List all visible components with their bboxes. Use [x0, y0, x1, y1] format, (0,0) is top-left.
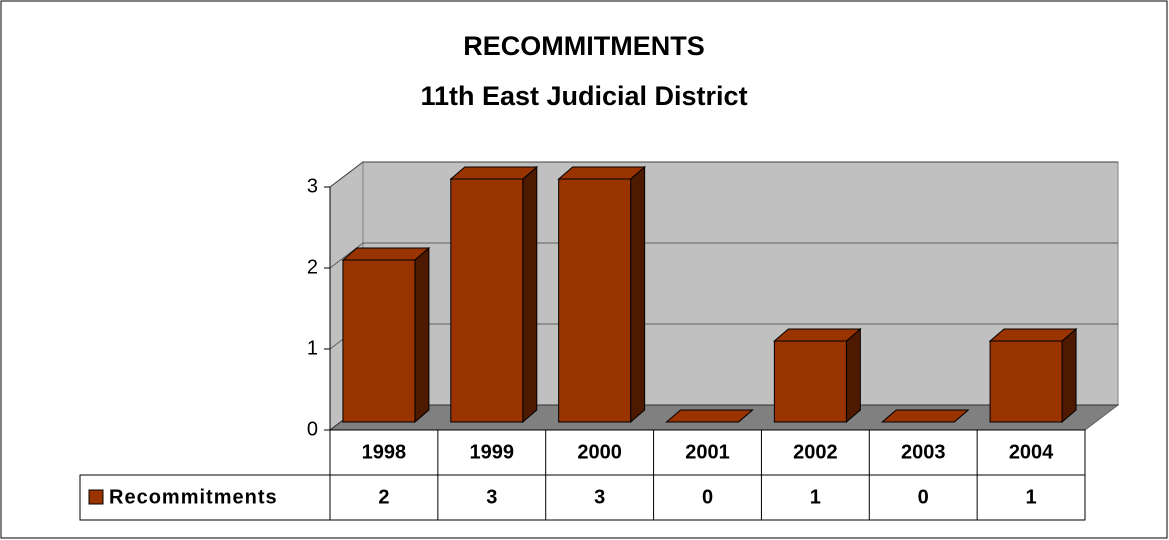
chart-title: RECOMMITMENTS	[463, 31, 704, 61]
legend-swatch	[88, 489, 104, 505]
bar-side	[845, 327, 861, 424]
bar-side	[522, 165, 538, 424]
table-value: 3	[486, 486, 497, 508]
bar-side	[1061, 327, 1077, 424]
bar-top	[880, 409, 970, 423]
x-tick-label: 2003	[901, 441, 946, 463]
table-value: 0	[918, 486, 929, 508]
x-tick-label: 2001	[685, 441, 730, 463]
table-value: 3	[594, 486, 605, 508]
bar-top	[341, 247, 431, 261]
bar-side	[414, 246, 430, 424]
y-tick-label: 0	[307, 418, 318, 440]
bar	[989, 340, 1063, 423]
chart-subtitle: 11th East Judicial District	[420, 81, 747, 111]
table-value: 1	[1026, 486, 1037, 508]
table-value: 0	[702, 486, 713, 508]
bar-top	[665, 409, 754, 423]
x-tick-label: 2004	[1009, 441, 1054, 463]
x-tick-label: 2000	[577, 441, 622, 463]
bar-top	[449, 166, 539, 180]
table-cell	[79, 474, 1086, 521]
bar-top	[773, 328, 862, 342]
x-tick-label: 1998	[362, 441, 407, 463]
bar	[558, 178, 632, 423]
legend-label: Recommitments	[109, 486, 278, 508]
bar-top	[988, 328, 1078, 342]
bar	[773, 340, 847, 423]
bar-side	[630, 165, 646, 424]
table-value: 2	[378, 486, 389, 508]
grid-line	[329, 242, 1118, 269]
table-cell	[329, 429, 1086, 476]
y-tick-label: 2	[307, 256, 318, 278]
table-value: 1	[810, 486, 821, 508]
bar	[450, 178, 524, 423]
bar	[342, 259, 416, 423]
x-tick-label: 2002	[793, 441, 838, 463]
x-tick-label: 1999	[470, 441, 515, 463]
bar-top	[557, 166, 646, 180]
grid-line	[329, 161, 1118, 188]
y-tick-label: 3	[307, 175, 318, 197]
y-tick-label: 1	[307, 337, 318, 359]
